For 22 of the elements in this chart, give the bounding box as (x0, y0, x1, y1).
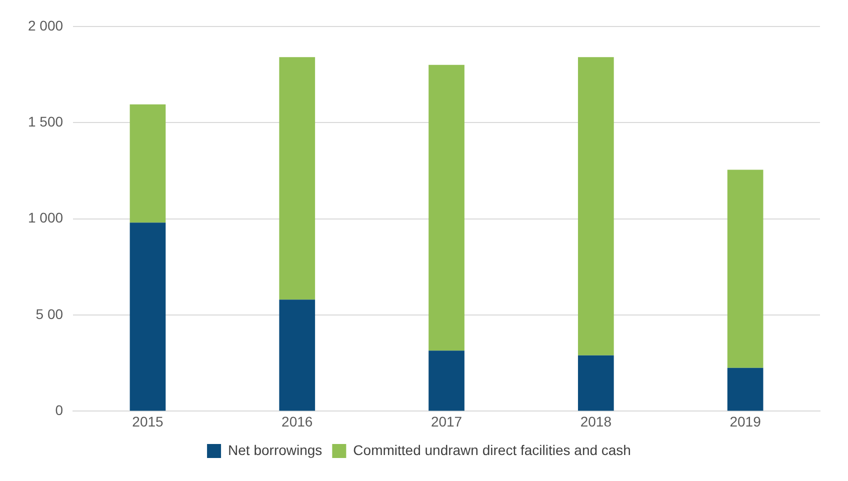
y-tick-label: 5 00 (36, 306, 64, 322)
x-tick-label: 2017 (430, 413, 462, 430)
y-tick-label: 2 000 (28, 17, 64, 34)
bar (279, 57, 316, 300)
x-tick-label: 2018 (580, 413, 612, 430)
bar (279, 300, 316, 411)
bar (428, 64, 464, 351)
bar (130, 222, 166, 411)
x-tick-label: 2019 (730, 413, 762, 430)
bar (578, 57, 614, 356)
x-tick-label: 2016 (282, 413, 313, 430)
bar (578, 355, 614, 411)
y-tick-label: 1 000 (28, 210, 64, 226)
legend-label: Committed undrawn direct facilities and cash (353, 442, 631, 458)
legend-label: Net borrowings (228, 442, 322, 458)
bar (727, 170, 764, 368)
y-tick-label: 0 (55, 402, 64, 418)
bar (428, 350, 464, 411)
bar (727, 368, 764, 411)
y-tick-label: 1 500 (28, 113, 64, 130)
bar (130, 104, 166, 223)
x-tick-label: 2015 (132, 413, 164, 430)
